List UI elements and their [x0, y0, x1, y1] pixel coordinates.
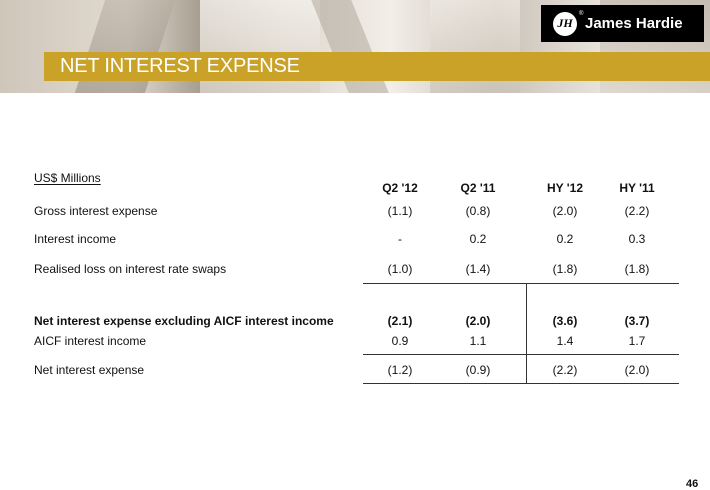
- row-label: Realised loss on interest rate swaps: [34, 262, 227, 276]
- table-cell: (2.1): [387, 314, 413, 328]
- table-divider: [363, 283, 679, 284]
- table-cell: (1.4): [465, 262, 491, 276]
- page-title: NET INTEREST EXPENSE: [60, 55, 300, 77]
- logo-registered-mark: ®: [579, 11, 584, 17]
- table-divider: [363, 354, 679, 355]
- table-cell: 0.3: [628, 232, 646, 246]
- table-cell: 0.9: [391, 334, 409, 348]
- page-number: 46: [686, 478, 699, 490]
- column-header-hy-12: HY '12: [547, 181, 583, 195]
- logo-mark-icon: JH: [553, 11, 577, 36]
- table-divider: [363, 383, 679, 384]
- column-header-hy-11: HY '11: [619, 181, 655, 195]
- row-label: Net interest expense: [34, 363, 145, 377]
- table-cell: (2.2): [624, 204, 650, 218]
- table-cell: (1.0): [387, 262, 413, 276]
- table-cell: (0.8): [465, 204, 491, 218]
- table-cell: (2.0): [465, 314, 491, 328]
- company-logo: JH ® James Hardie: [541, 5, 704, 42]
- table-cell: -: [398, 232, 402, 246]
- table-cell: 0.2: [469, 232, 487, 246]
- column-header-q2-12: Q2 '12: [382, 181, 418, 195]
- column-header-q2-11: Q2 '11: [460, 181, 496, 195]
- title-bar: [44, 52, 710, 81]
- row-label: AICF interest income: [34, 334, 147, 348]
- row-label: Gross interest expense: [34, 204, 158, 218]
- table-cell: (2.0): [552, 204, 578, 218]
- table-cell: (2.0): [624, 363, 650, 377]
- row-label: Interest income: [34, 232, 117, 246]
- units-label: US$ Millions: [34, 171, 101, 185]
- table-cell: (3.6): [552, 314, 578, 328]
- table-column-divider: [526, 283, 527, 383]
- table-cell: 1.1: [469, 334, 487, 348]
- table-cell: (1.1): [387, 204, 413, 218]
- table-cell: (2.2): [552, 363, 578, 377]
- table-cell: (1.8): [624, 262, 650, 276]
- table-cell: (0.9): [465, 363, 491, 377]
- table-cell: (3.7): [624, 314, 650, 328]
- row-label: Net interest expense excluding AICF inte…: [34, 314, 334, 328]
- table-cell: 0.2: [556, 232, 574, 246]
- logo-text: James Hardie: [585, 15, 683, 32]
- table-cell: 1.4: [556, 334, 574, 348]
- table-cell: (1.2): [387, 363, 413, 377]
- table-cell: 1.7: [628, 334, 646, 348]
- table-cell: (1.8): [552, 262, 578, 276]
